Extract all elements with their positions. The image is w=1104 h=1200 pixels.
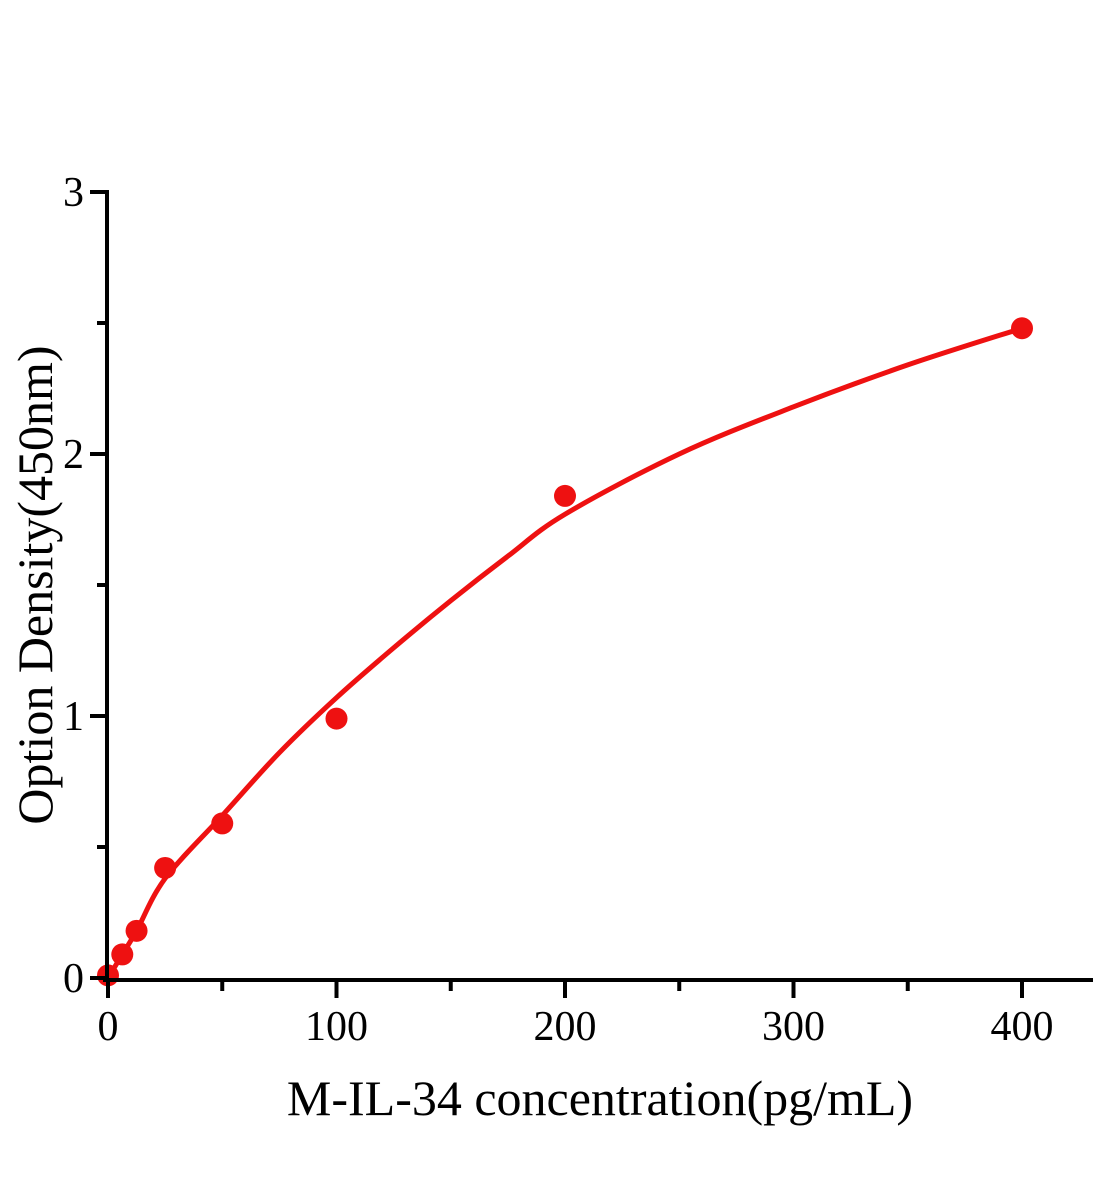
y-tick-label: 2 xyxy=(63,432,84,478)
y-tick-label: 3 xyxy=(63,170,84,216)
y-tick-label: 0 xyxy=(63,956,84,1002)
data-point xyxy=(154,856,177,879)
x-tick-label: 400 xyxy=(991,1004,1054,1050)
data-point xyxy=(211,812,234,835)
x-tick-label: 300 xyxy=(762,1004,825,1050)
y-axis-title: Option Density(450nm) xyxy=(7,345,63,825)
data-point xyxy=(1011,317,1033,340)
fit-curve xyxy=(105,325,1025,981)
x-tick-label: 0 xyxy=(98,1004,119,1050)
data-point xyxy=(554,484,576,507)
data-point xyxy=(111,943,134,966)
x-axis-title: M-IL-34 concentration(pg/mL) xyxy=(286,1070,914,1126)
x-tick-label: 200 xyxy=(534,1004,597,1050)
data-point xyxy=(125,919,148,942)
y-tick-label: 1 xyxy=(63,694,84,740)
data-point xyxy=(325,707,348,730)
x-tick-label: 100 xyxy=(305,1004,368,1050)
